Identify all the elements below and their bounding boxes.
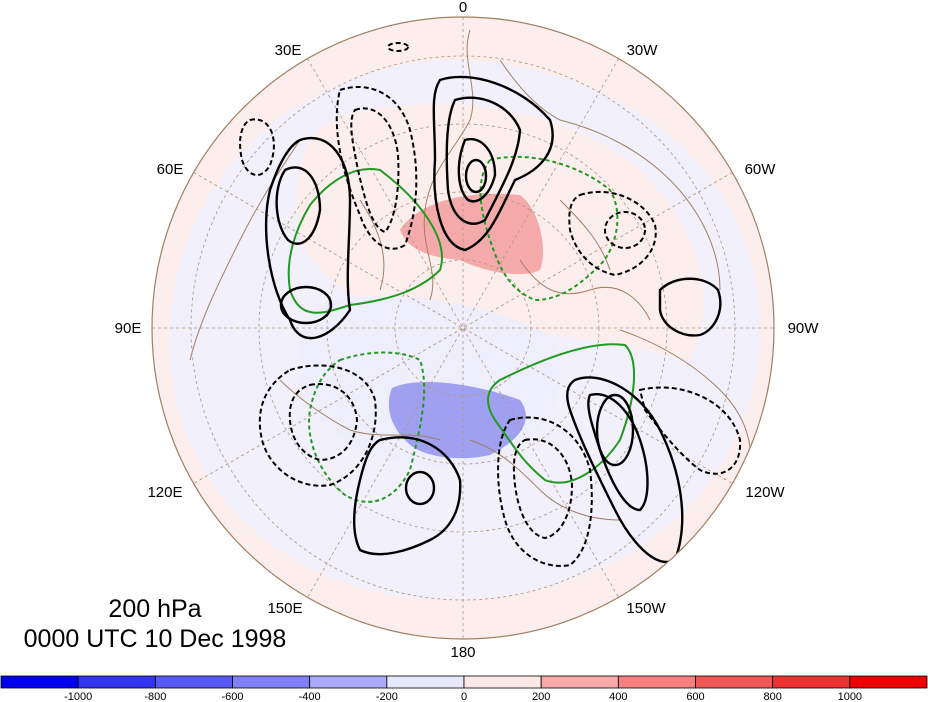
dashed-contour: [350, 107, 400, 234]
colorbar-tick-label: 1000: [838, 691, 862, 702]
shaded-field: [152, 17, 774, 639]
dashed-contour: [335, 85, 418, 250]
solid-contour: [279, 285, 333, 325]
meridian: [307, 58, 619, 598]
lon-label-30e: 30E: [275, 42, 302, 59]
meridian: [193, 172, 733, 484]
dashed-contour: [387, 42, 409, 52]
colorbar-tick-label: 0: [461, 691, 467, 702]
lon-label-180: 180: [450, 644, 475, 661]
lon-label-0: 0: [459, 0, 467, 16]
colorbar-swatch: [463, 675, 542, 689]
colorbar-swatch: [154, 675, 233, 689]
dashed-contour: [497, 416, 593, 567]
colorbar-tick-label: -600: [221, 691, 243, 702]
level-title: 200 hPa: [108, 595, 201, 623]
colorbar-tick-label: -1000: [64, 691, 92, 702]
dashed-contour: [568, 190, 657, 277]
lon-label-30w: 30W: [627, 42, 659, 59]
lon-label-90w: 90W: [788, 320, 820, 337]
colorbar-swatch: [617, 675, 696, 689]
solid-contour: [353, 436, 462, 556]
solid-contour: [658, 277, 722, 337]
colorbar-swatch: [695, 675, 774, 689]
colorbar-swatch: [540, 675, 619, 689]
colorbar-swatch: [77, 675, 156, 689]
green-solid-contour: [487, 343, 635, 484]
colorbar-tick-label: 600: [686, 691, 704, 702]
dashed-contour: [288, 383, 359, 462]
colorbar-swatch: [0, 675, 79, 689]
dashed-contour: [512, 438, 574, 540]
solid-contour: [432, 75, 554, 252]
dashed-contour: [604, 211, 646, 249]
colorbar-tick-label: 200: [532, 691, 550, 702]
solid-contour: [587, 393, 649, 512]
colorbar-tick-label: 400: [609, 691, 627, 702]
lon-label-150e: 150E: [267, 600, 302, 617]
lon-label-120w: 120W: [745, 484, 785, 501]
dashed-contour: [638, 386, 742, 475]
lon-label-60w: 60W: [745, 161, 777, 178]
solid-contour: [595, 393, 635, 467]
latitude-circle: [258, 123, 668, 533]
colorbar-tick-label: 800: [763, 691, 781, 702]
dashed-contour: [258, 364, 377, 487]
lon-label-90e: 90E: [115, 320, 142, 337]
lon-label-120e: 120E: [147, 484, 182, 501]
colorbar-tick-label: -400: [299, 691, 321, 702]
solid-contour: [275, 166, 322, 245]
solid-contour: [566, 376, 684, 564]
solid-contour: [445, 96, 522, 225]
colorbar-swatch: [386, 675, 465, 689]
colorbar: -1000 -800 -600 -400 -200 0 200 400 600 800 1000: [0, 675, 928, 702]
negative-contours: [239, 42, 742, 567]
green-solid-contour: [287, 168, 443, 314]
negative-anomaly-shading: [388, 381, 526, 459]
solid-contour: [464, 158, 488, 194]
map-boundary: [151, 16, 775, 640]
meridian: [307, 58, 619, 598]
lon-label-60e: 60E: [157, 161, 184, 178]
positive-contours: [264, 75, 722, 564]
dashed-contour: [239, 118, 275, 176]
lon-label-150w: 150W: [626, 600, 666, 617]
colorbar-swatch: [849, 675, 928, 689]
longitude-labels: 0 30W 60W 90W 120W 150W 180 150E 120E 90…: [115, 0, 820, 661]
solid-contour: [457, 137, 497, 203]
time-title: 0000 UTC 10 Dec 1998: [24, 625, 287, 653]
meridian: [193, 172, 733, 484]
colorbar-swatch: [772, 675, 851, 689]
positive-anomaly-shading: [400, 193, 544, 275]
colorbar-tick-label: -800: [144, 691, 166, 702]
solid-contour: [404, 470, 436, 506]
colorbar-swatch: [232, 675, 311, 689]
colorbar-swatch: [309, 675, 388, 689]
colorbar-tick-label: -200: [376, 691, 398, 702]
